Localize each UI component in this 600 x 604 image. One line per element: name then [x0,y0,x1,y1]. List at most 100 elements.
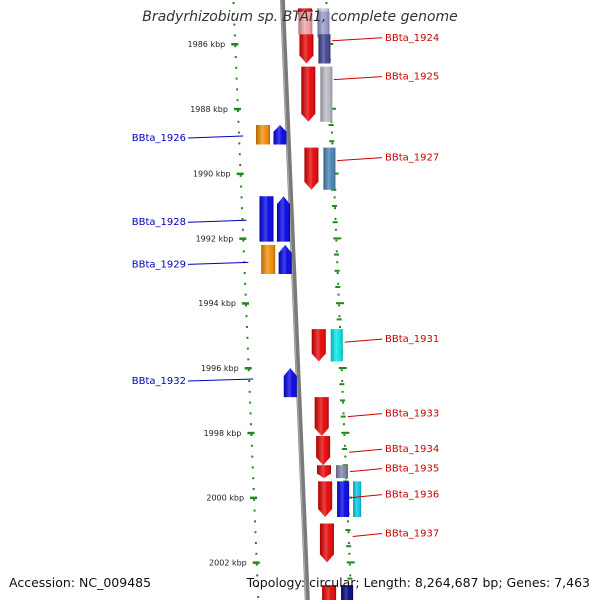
tick-dot [334,218,337,220]
tick-dot [345,477,348,480]
tick-dash [333,237,342,240]
gene-feature [341,585,354,604]
tick-dot [336,272,339,274]
tick-dot [249,412,252,415]
tick-dash [335,286,341,288]
backbone-highlight [280,0,307,604]
tick-dot [338,304,341,307]
tick-dot [246,336,249,339]
gene-label-bbta-1925: BBta_1925 [385,72,439,83]
axis-tick-mark [239,237,247,240]
gene-label-bbta-1935: BBta_1935 [385,464,439,475]
tick-dot [347,520,350,523]
tick-dot [250,434,253,436]
tick-dot [333,196,336,199]
gene-feature [323,147,336,190]
tick-dot [248,380,251,382]
gene-shading [323,147,336,190]
tick-dot [344,455,347,458]
gene-shading [335,465,348,479]
gene-feature [318,34,331,64]
tick-dot [348,552,351,555]
tick-dot [232,2,235,4]
tick-dot [244,293,247,296]
gene-shading [298,11,313,35]
tick-dot [254,531,257,534]
gene-shading [330,329,343,362]
tick-dot [241,228,244,231]
tick-dot [236,99,239,102]
gene-feature [273,125,287,145]
tick-dot [335,239,338,242]
tick-dash [338,367,347,369]
gene-feature [301,66,316,122]
tick-dot [347,531,350,534]
tick-dot [235,77,238,80]
accession-text: Accession: NC_009485 [9,575,152,590]
map-title: Bradyrhizobium sp. BTAi1, complete genom… [142,9,458,25]
tick-dash [342,448,348,450]
axis-tick-label: 1986 kbp [188,40,226,49]
gene-label-leader [351,494,383,499]
tick-dot [343,444,346,447]
gene-label-bbta-1927: BBta_1927 [385,153,439,164]
axis-tick-label: 1992 kbp [196,234,234,243]
gene-shading [301,66,316,122]
tick-dot [254,542,257,544]
tick-dot [342,423,345,426]
tick-dot [241,218,244,220]
tick-dot [234,56,237,58]
gene-label-bbta-1929: BBta_1929 [132,259,186,270]
gene-feature [256,125,271,145]
gene-shading [261,244,276,275]
gene-feature [318,481,333,518]
gene-label-bbta-1933: BBta_1933 [385,409,439,420]
tick-dot [247,369,250,372]
gene-feature [316,465,331,479]
axis-tick-mark [236,172,244,176]
gene-feature [316,436,331,466]
tick-dot [253,498,256,501]
tick-dot [338,315,341,318]
tick-dash [334,269,340,272]
gene-label-bbta-1937: BBta_1937 [385,528,439,539]
tick-dot [343,434,346,436]
axis-labels: 1986 kbp 1988 kbp 1990 kbp 1992 kbp 1994 kbp… [188,40,260,567]
tick-dot [245,326,248,328]
gene-shading [318,34,331,64]
tick-dot [239,164,242,166]
gene-label-leader [337,157,383,162]
gene-feature [320,66,333,122]
axis-tick-mark [241,302,249,305]
tick-dot [340,369,343,372]
tick-dot [233,23,236,26]
gene-feature [322,585,337,604]
tick-dash [341,431,350,434]
tick-dot [246,347,249,350]
tick-dot [256,585,259,588]
tick-dash [340,399,346,402]
gene-label-bbta-1926: BBta_1926 [132,133,186,144]
tick-dot [249,401,252,404]
tick-dot [236,110,239,112]
gene-feature [278,244,292,275]
tick-dash [331,205,337,207]
gene-feature [335,465,348,479]
axis-tick-mark [252,561,260,564]
gene-feature [311,329,326,362]
tick-dot [252,488,255,490]
tick-dot [334,228,337,231]
tick-dash [347,577,353,580]
gene-feature [259,196,274,242]
tick-dot [241,207,244,210]
gene-feature [277,196,291,242]
tick-dot [342,401,345,404]
tick-dot [256,574,259,577]
gene-feature [314,397,329,437]
tick-dot [240,196,243,199]
tick-dot [235,66,238,69]
genome-summary-text: Topology: circular; Length: 8,264,687 bp… [246,575,590,590]
tick-dot [237,131,240,134]
gene-label-bbta-1936: BBta_1936 [385,490,439,501]
